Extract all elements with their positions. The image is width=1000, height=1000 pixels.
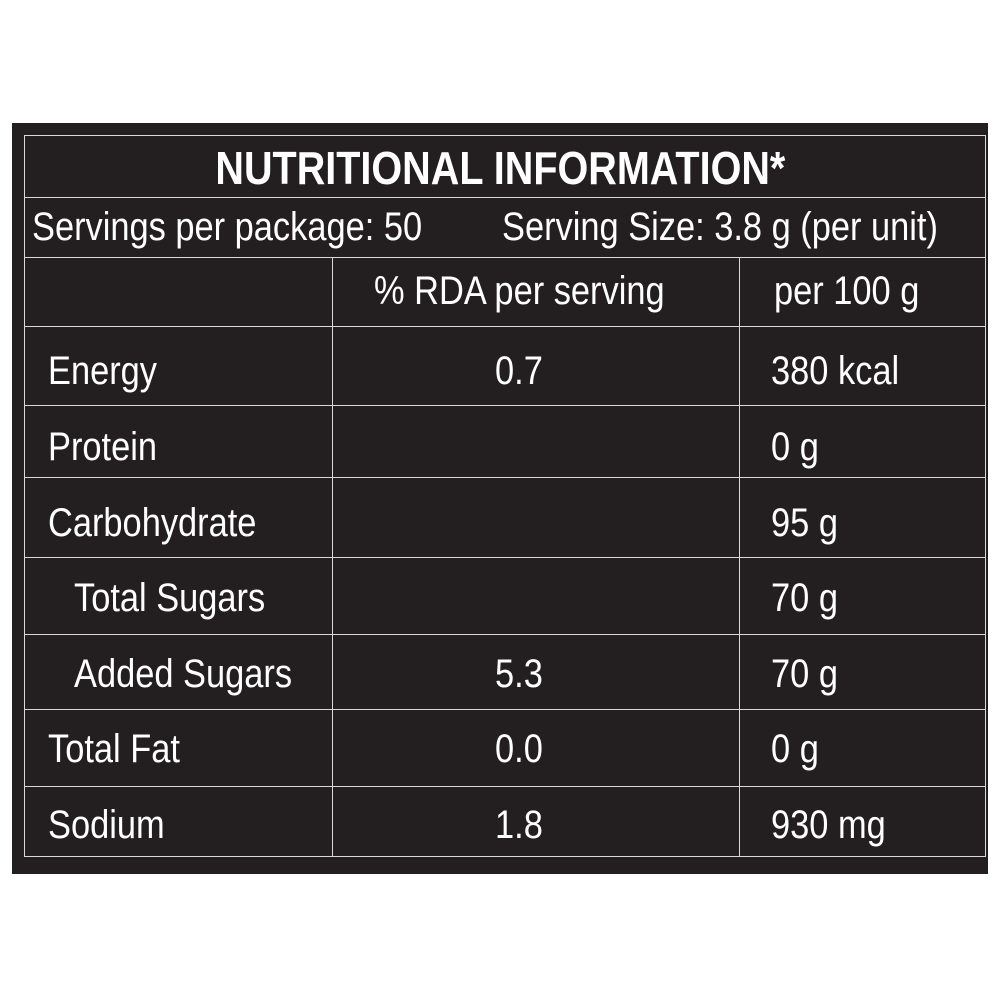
divider-header	[24, 326, 986, 327]
nutrient-name: Carbohydrate	[48, 501, 257, 545]
row-divider	[24, 477, 986, 478]
nutrition-panel: NUTRITIONAL INFORMATION* Servings per pa…	[12, 123, 988, 874]
nutrient-rda: 5.3	[495, 652, 543, 696]
table-frame	[24, 135, 986, 857]
nutrient-per100: 70 g	[771, 576, 838, 620]
servings-per-package: Servings per package: 50	[32, 205, 423, 249]
nutrient-rda: 1.8	[495, 803, 543, 847]
nutrient-rda: 0.0	[495, 727, 543, 771]
nutrient-per100: 0 g	[771, 425, 819, 469]
nutrient-name: Added Sugars	[74, 652, 293, 696]
nutrient-name: Total Sugars	[74, 576, 266, 620]
divider-servings	[24, 257, 986, 258]
nutrient-name: Energy	[48, 349, 158, 393]
serving-size: Serving Size: 3.8 g (per unit)	[502, 205, 938, 249]
table-title-text: NUTRITIONAL INFORMATION*	[215, 142, 785, 194]
row-divider	[24, 557, 986, 558]
row-divider	[24, 405, 986, 406]
nutrient-name: Protein	[48, 425, 158, 469]
row-divider	[24, 709, 986, 710]
nutrient-per100: 930 mg	[771, 803, 886, 847]
nutrient-rda: 0.7	[495, 349, 543, 393]
divider-title	[24, 197, 986, 198]
column-header-rda: % RDA per serving	[374, 269, 665, 313]
nutrient-name: Sodium	[48, 803, 165, 847]
nutrient-per100: 0 g	[771, 727, 819, 771]
nutrient-per100: 95 g	[771, 501, 838, 545]
nutrient-name: Total Fat	[48, 727, 180, 771]
nutrient-per100: 70 g	[771, 652, 838, 696]
row-divider	[24, 634, 986, 635]
table-title: NUTRITIONAL INFORMATION*	[12, 145, 988, 191]
column-header-per100: per 100 g	[774, 269, 920, 313]
nutrient-per100: 380 kcal	[771, 349, 900, 393]
row-divider	[24, 786, 986, 787]
